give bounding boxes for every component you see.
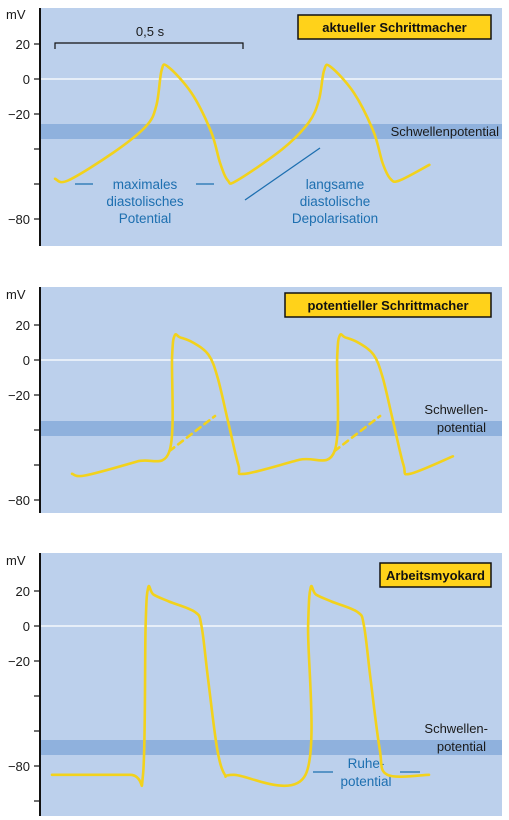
panel-potential-pacemaker: mV 20 0 −20 −80 potentieller Schrittmach… <box>6 287 502 513</box>
threshold-label: Schwellen- <box>424 721 488 736</box>
action-potential-trace <box>70 332 455 478</box>
y-tick-label: −80 <box>8 493 30 508</box>
annotation-text: diastolisches <box>106 194 184 209</box>
threshold-band <box>40 421 502 436</box>
panel-background <box>40 553 502 816</box>
y-tick-label: 20 <box>16 318 30 333</box>
annotation-text: maximales <box>113 177 178 192</box>
y-axis-unit: mV <box>6 287 26 302</box>
time-scale-bar <box>54 42 244 49</box>
threshold-label: Schwellen- <box>424 402 488 417</box>
title-badge <box>297 14 492 40</box>
annotation-text: Potential <box>119 211 172 226</box>
annotation-text: potential <box>340 774 391 789</box>
panel-working-myocardium: mV 20 0 −20 −80 Arbeitsmyokard Schwellen… <box>6 553 502 816</box>
y-tick-label: −20 <box>8 654 30 669</box>
threshold-band <box>40 124 502 139</box>
time-scale-label: 0,5 s <box>136 24 165 39</box>
panel-background <box>40 287 502 513</box>
extrapolated-depolarisation-line <box>168 414 217 453</box>
annotation-text: diastolische <box>300 194 371 209</box>
trace-layer <box>53 63 431 185</box>
y-tick-label: 20 <box>16 37 30 52</box>
chart-title: Arbeitsmyokard <box>386 568 485 583</box>
y-tick-label: −80 <box>8 212 30 227</box>
title-badge <box>379 562 492 588</box>
trace-layer <box>50 584 431 788</box>
panel-current-pacemaker: mV 20 0 −20 −80 0,5 s aktueller Schrittm… <box>6 7 502 246</box>
annotation-leader <box>244 147 321 201</box>
y-tick-label: −20 <box>8 107 30 122</box>
chart-title: aktueller Schrittmacher <box>322 20 467 35</box>
y-axis-unit: mV <box>6 7 26 22</box>
threshold-band <box>40 740 502 755</box>
y-tick-label: −20 <box>8 388 30 403</box>
annotation-text: Depolarisation <box>292 211 378 226</box>
y-tick-label: 0 <box>23 353 30 368</box>
y-tick-label: 0 <box>23 619 30 634</box>
threshold-label: potential <box>437 739 486 754</box>
action-potential-trace <box>50 584 431 788</box>
y-tick-label: 0 <box>23 72 30 87</box>
action-potential-trace <box>53 63 431 185</box>
threshold-label: Schwellenpotential <box>391 124 500 139</box>
y-axis-unit: mV <box>6 553 26 568</box>
annotation-text: langsame <box>306 177 365 192</box>
threshold-label: potential <box>437 420 486 435</box>
extrapolated-depolarisation-line <box>333 414 382 453</box>
title-badge <box>284 292 492 318</box>
trace-layer <box>70 332 455 478</box>
y-tick-label: −80 <box>8 759 30 774</box>
y-tick-label: 20 <box>16 584 30 599</box>
annotation-text: Ruhe- <box>348 756 385 771</box>
chart-title: potentieller Schrittmacher <box>307 298 468 313</box>
